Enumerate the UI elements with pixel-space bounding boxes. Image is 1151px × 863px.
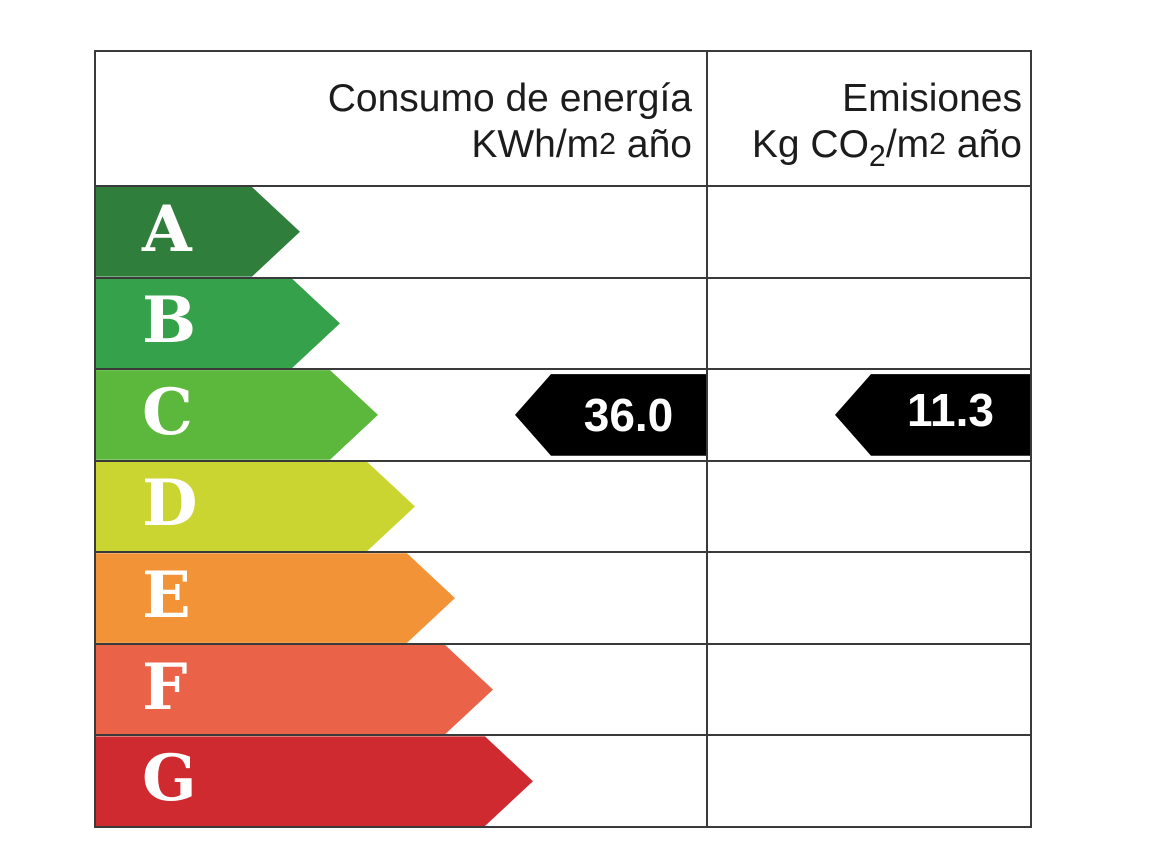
column-divider (706, 52, 708, 826)
rating-letter-g: G (142, 741, 197, 817)
consumption-header-line1: Consumo de energía (327, 77, 692, 120)
rating-arrow-d: D (96, 462, 415, 552)
rating-row-e: E (96, 551, 1030, 643)
rating-arrow-c: C (96, 370, 378, 460)
rating-row-b: B (96, 276, 1030, 369)
rating-letter-a: A (142, 191, 192, 267)
rating-arrow-f: F (96, 645, 493, 735)
emissions-value-badge: 11.3 (835, 374, 1030, 456)
rating-row-a: A (96, 185, 1030, 277)
emissions-header-line2: Kg CO2/m2 año (751, 123, 1022, 173)
rating-row-g: G (96, 734, 1030, 826)
squared-exponent: 2 (599, 127, 617, 161)
squared-exponent: 2 (929, 127, 947, 161)
rating-letter-e: E (142, 558, 191, 634)
emissions-header-line1: Emisiones (842, 77, 1022, 120)
co2-subscript: 2 (868, 139, 886, 173)
rating-arrow-b: B (96, 279, 340, 369)
consumption-header-line2: KWh/m2 año (471, 123, 692, 166)
rating-arrow-g: G (96, 736, 533, 826)
consumption-value: 36.0 (583, 388, 674, 441)
rating-letter-f: F (142, 649, 188, 725)
rating-row-c: C 36.0 11.3 (96, 368, 1030, 460)
rating-arrow-e: E (96, 553, 455, 643)
rating-row-f: F (96, 642, 1030, 735)
emissions-column-header: Emisiones Kg CO2/m2 año (708, 52, 1030, 185)
table-header: Consumo de energía KWh/m2 año Emisiones … (96, 52, 1030, 185)
rating-table: Consumo de energía KWh/m2 año Emisiones … (94, 50, 1032, 828)
rating-letter-b: B (142, 283, 197, 359)
emissions-value: 11.3 (907, 383, 994, 436)
rating-arrow-a: A (96, 187, 300, 277)
consumption-value-badge: 36.0 (515, 374, 706, 456)
rating-row-d: D (96, 459, 1030, 552)
rating-letter-d: D (142, 466, 198, 542)
consumption-column-header: Consumo de energía KWh/m2 año (96, 52, 708, 185)
rating-letter-c: C (142, 374, 193, 450)
